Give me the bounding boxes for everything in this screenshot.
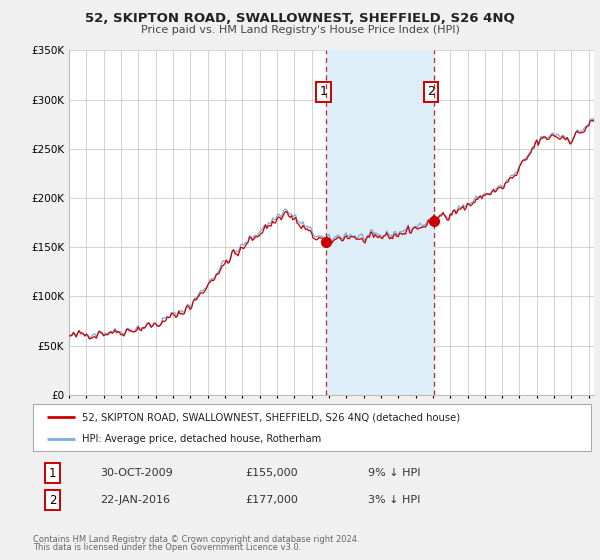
Text: Contains HM Land Registry data © Crown copyright and database right 2024.: Contains HM Land Registry data © Crown c…: [33, 535, 359, 544]
Text: Price paid vs. HM Land Registry's House Price Index (HPI): Price paid vs. HM Land Registry's House …: [140, 25, 460, 35]
Text: 2: 2: [427, 85, 435, 98]
Text: 52, SKIPTON ROAD, SWALLOWNEST, SHEFFIELD, S26 4NQ: 52, SKIPTON ROAD, SWALLOWNEST, SHEFFIELD…: [85, 12, 515, 25]
Text: HPI: Average price, detached house, Rotherham: HPI: Average price, detached house, Roth…: [82, 434, 322, 444]
Text: £177,000: £177,000: [245, 495, 298, 505]
Text: 9% ↓ HPI: 9% ↓ HPI: [368, 468, 421, 478]
Text: 2: 2: [49, 493, 56, 507]
Text: 1: 1: [49, 466, 56, 480]
Text: 3% ↓ HPI: 3% ↓ HPI: [368, 495, 420, 505]
Text: This data is licensed under the Open Government Licence v3.0.: This data is licensed under the Open Gov…: [33, 543, 301, 552]
Text: 1: 1: [319, 85, 328, 98]
Text: 22-JAN-2016: 22-JAN-2016: [100, 495, 170, 505]
Text: 30-OCT-2009: 30-OCT-2009: [100, 468, 173, 478]
Bar: [326, 50, 434, 395]
Text: £155,000: £155,000: [245, 468, 298, 478]
Text: 52, SKIPTON ROAD, SWALLOWNEST, SHEFFIELD, S26 4NQ (detached house): 52, SKIPTON ROAD, SWALLOWNEST, SHEFFIELD…: [82, 412, 460, 422]
